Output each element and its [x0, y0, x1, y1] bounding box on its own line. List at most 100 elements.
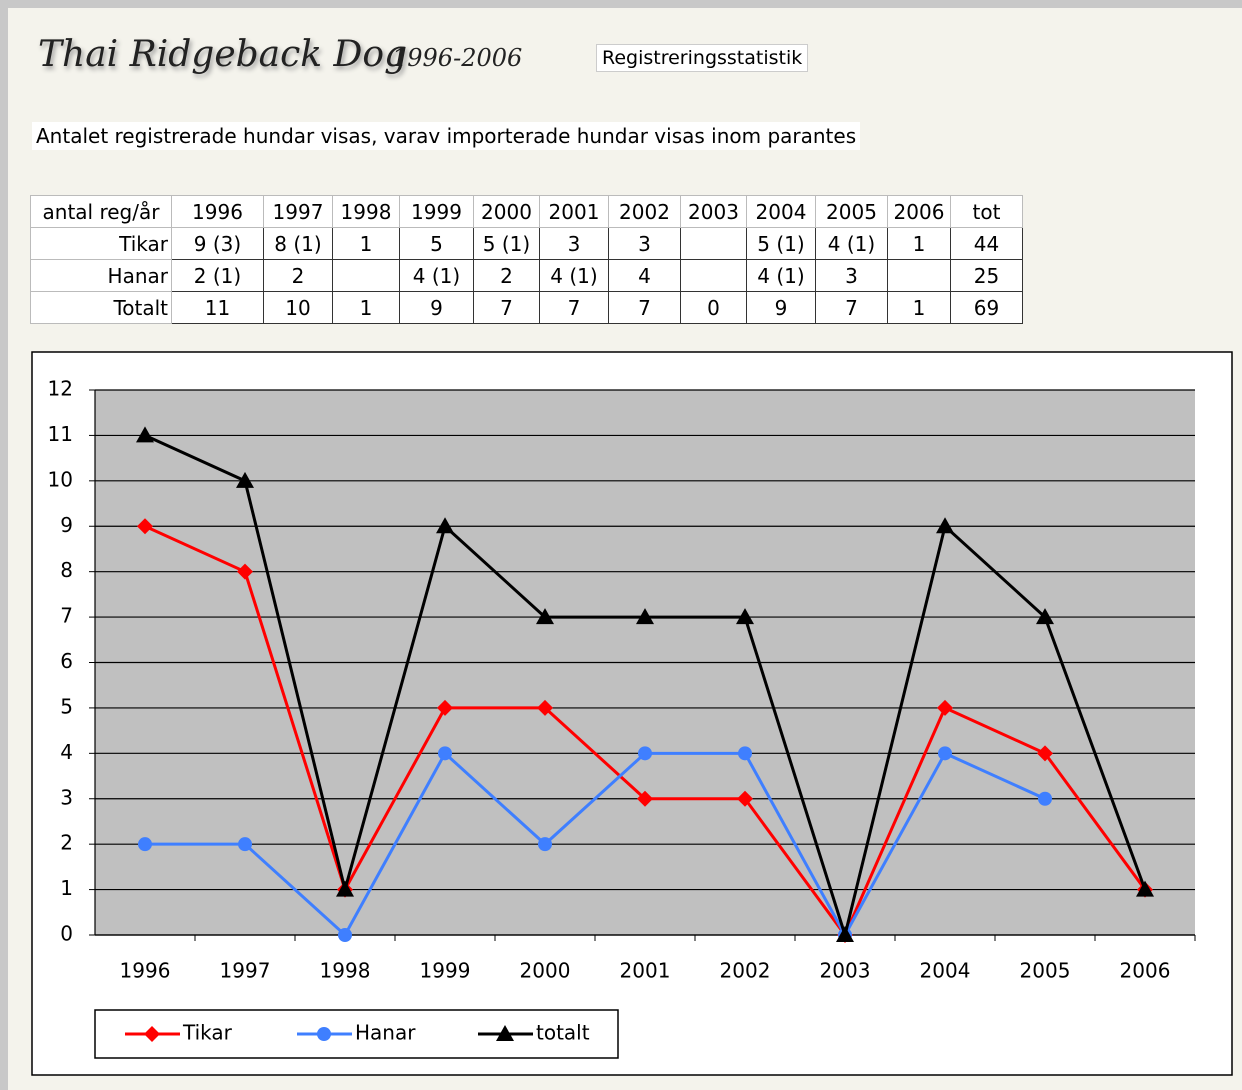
table-cell: antal reg/år: [30, 195, 172, 228]
marker: [1038, 791, 1052, 806]
table-cell: 4 (1): [539, 259, 609, 292]
table-cell: [680, 259, 747, 292]
y-tick-label: 1: [60, 876, 73, 900]
legend: [94, 1009, 619, 1059]
y-tick-label: 2: [60, 831, 73, 855]
marker: [936, 517, 954, 534]
y-tick-label: 10: [48, 467, 73, 491]
marker: [636, 608, 654, 625]
marker: [538, 837, 552, 852]
table-cell: 1999: [399, 195, 474, 228]
marker: [137, 518, 153, 535]
x-tick-label: 1998: [320, 959, 371, 983]
marker: [238, 837, 252, 852]
table-cell: 4: [608, 259, 681, 292]
marker: [736, 608, 754, 625]
marker: [537, 699, 553, 716]
table-cell: 4 (1): [815, 227, 888, 260]
table-cell: 11: [171, 291, 264, 324]
table-cell: 2004: [746, 195, 816, 228]
marker: [496, 1025, 514, 1041]
table-cell: [332, 259, 400, 292]
marker: [437, 699, 453, 716]
y-tick-label: 0: [60, 922, 73, 946]
table-cell: 25: [950, 259, 1023, 292]
legend-label: Hanar: [355, 1021, 416, 1045]
table-cell: 7: [815, 291, 888, 324]
marker: [637, 790, 653, 807]
marker: [438, 746, 452, 761]
table-cell: 3: [815, 259, 888, 292]
marker: [136, 426, 154, 443]
marker: [937, 699, 953, 716]
x-tick-label: 2006: [1120, 959, 1171, 983]
y-tick-label: 8: [60, 558, 73, 582]
table-row: Tikar 9 (3) 8 (1) 1 5 5 (1) 3 3 5 (1) 4 (1) 1 44: [30, 227, 1023, 260]
table-cell: 3: [539, 227, 609, 260]
marker: [317, 1027, 331, 1041]
table-cell: 2: [263, 259, 333, 292]
y-tick-label: 4: [60, 740, 73, 764]
table-cell: tot: [950, 195, 1023, 228]
y-tick-label: 3: [60, 785, 73, 809]
marker: [1036, 608, 1054, 625]
title: Thai Ridgeback Dog: [38, 34, 408, 75]
x-tick-label: 2002: [720, 959, 771, 983]
marker: [938, 746, 952, 761]
legend-label: totalt: [536, 1021, 590, 1045]
x-tick-label: 1997: [220, 959, 271, 983]
table-cell: Hanar: [30, 259, 172, 292]
table-cell: 2000: [473, 195, 540, 228]
legend-label: Tikar: [182, 1021, 233, 1045]
table-cell: 7: [608, 291, 681, 324]
marker: [536, 608, 554, 625]
table-cell: 2: [473, 259, 540, 292]
table-cell: 2001: [539, 195, 609, 228]
y-tick-label: 9: [60, 513, 73, 537]
marker: [138, 837, 152, 852]
marker: [738, 746, 752, 761]
table-row: antal reg/år 1996 1997 1998 1999 2000 2001 2002…: [30, 195, 1023, 228]
table-cell: 2002: [608, 195, 681, 228]
table-cell: 44: [950, 227, 1023, 260]
series-line: [145, 750, 1046, 939]
stats-table: antal reg/år 1996 1997 1998 1999 2000 2001 2002…: [30, 195, 1023, 324]
table-cell: 9: [746, 291, 816, 324]
table-cell: Tikar: [30, 227, 172, 260]
y-tick-label: 7: [60, 604, 73, 628]
table-cell: 1997: [263, 195, 333, 228]
tag: Registreringsstatistik: [596, 44, 809, 72]
table-cell: 2003: [680, 195, 747, 228]
table-cell: 1: [887, 291, 951, 324]
table-cell: 1: [332, 291, 400, 324]
x-tick-label: 2004: [920, 959, 971, 983]
marker: [236, 471, 254, 488]
x-tick-label: 2000: [520, 959, 571, 983]
table-cell: 0: [680, 291, 747, 324]
table-cell: 4 (1): [746, 259, 816, 292]
marker: [638, 746, 652, 761]
marker: [737, 790, 753, 807]
table-cell: 9 (3): [171, 227, 264, 260]
table-cell: 5 (1): [473, 227, 540, 260]
x-tick-label: 2001: [620, 959, 671, 983]
table-cell: 1998: [332, 195, 400, 228]
table-row: Totalt 11 10 1 9 7 7 7 0 9 7 1 69: [30, 291, 1023, 324]
table-cell: 10: [263, 291, 333, 324]
table-cell: 7: [539, 291, 609, 324]
table-cell: 69: [950, 291, 1023, 324]
table-cell: 1996: [171, 195, 264, 228]
table-cell: Totalt: [30, 291, 172, 324]
marker: [1136, 880, 1154, 897]
marker: [836, 926, 854, 942]
x-tick-label: 2005: [1020, 959, 1071, 983]
y-tick-label: 6: [60, 649, 73, 673]
years: 1996-2006: [392, 44, 523, 72]
y-tick-label: 5: [60, 694, 73, 718]
x-tick-label: 2003: [820, 959, 871, 983]
x-tick-label: 1999: [420, 959, 471, 983]
y-tick-label: 11: [48, 422, 73, 446]
marker: [237, 563, 253, 580]
